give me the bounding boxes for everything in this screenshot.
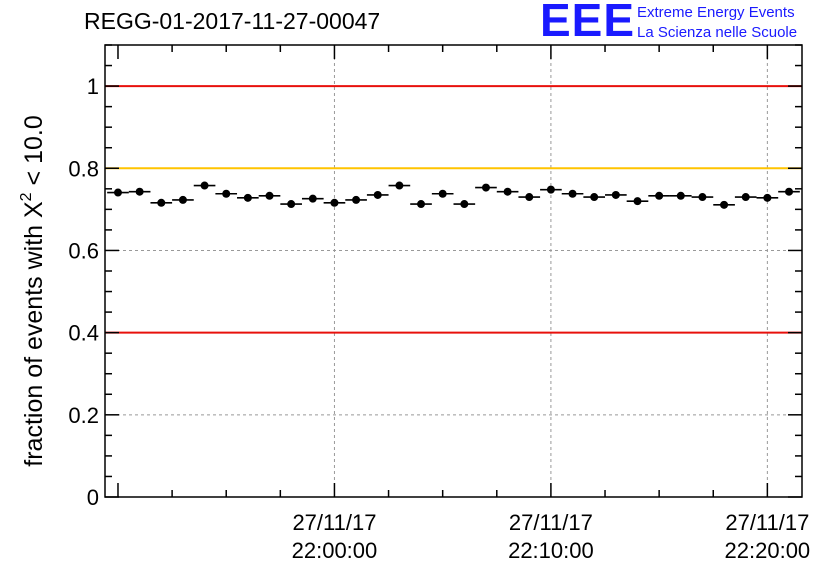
data-point [410, 200, 432, 209]
point-marker [676, 191, 685, 200]
point-marker [395, 181, 404, 190]
point-marker [200, 181, 209, 190]
data-point [583, 193, 606, 202]
point-marker [417, 200, 426, 209]
x-tick-label-time: 22:00:00 [292, 538, 378, 563]
data-point [431, 189, 454, 198]
point-marker [438, 189, 447, 198]
point-marker [178, 195, 187, 204]
data-points [107, 181, 800, 209]
point-marker [330, 198, 339, 207]
data-point [778, 187, 800, 196]
point-marker [546, 185, 555, 194]
point-marker [568, 189, 577, 198]
point-marker [525, 193, 534, 202]
y-axis-label-superscript: 2 [18, 192, 35, 201]
chart-title: REGG-01-2017-11-27-00047 [84, 8, 381, 34]
data-point [605, 190, 627, 199]
grid-lines [105, 45, 802, 497]
data-point [496, 187, 519, 196]
point-marker [763, 193, 772, 202]
y-tick-label: 1 [87, 74, 99, 99]
y-tick-label: 0.8 [68, 156, 99, 181]
y-tick-label: 0 [87, 485, 99, 510]
point-marker [373, 190, 382, 199]
point-marker [785, 187, 794, 196]
y-axis-label-symbol: X [20, 201, 48, 218]
point-marker [222, 189, 231, 198]
point-marker [135, 187, 144, 196]
eee-logo: EEE Extreme Energy Events La Scienza nel… [540, 0, 830, 46]
y-tick-label: 0.4 [68, 321, 99, 346]
data-point [691, 193, 714, 202]
data-point [301, 194, 324, 203]
logo-mark: EEE [540, 0, 636, 46]
data-point [669, 191, 692, 200]
data-point [734, 193, 757, 202]
point-marker [265, 191, 274, 200]
data-point [345, 195, 367, 204]
threshold-lines [105, 85, 802, 334]
data-point [561, 189, 584, 198]
data-point [518, 193, 541, 202]
point-marker [113, 188, 122, 197]
data-point [323, 198, 346, 207]
data-point [626, 197, 649, 206]
data-point [366, 190, 389, 199]
y-tick-label: 0.6 [68, 238, 99, 263]
y-tick-label: 0.2 [68, 403, 99, 428]
x-tick-label-date: 27/11/17 [509, 510, 593, 535]
data-point [756, 193, 779, 202]
data-point [128, 187, 151, 196]
point-marker [287, 200, 296, 209]
point-marker [157, 198, 166, 207]
point-marker [741, 193, 750, 202]
y-axis-label-suffix: < 10.0 [20, 115, 48, 192]
point-marker [503, 187, 512, 196]
x-tick-label-time: 22:10:00 [508, 538, 594, 563]
point-marker [720, 200, 729, 209]
point-marker [633, 197, 642, 206]
axes: 0 0.2 0.4 0.6 0.8 1 27/11/17 22:00:00 27/11/17 22… [68, 44, 811, 563]
data-point [258, 191, 281, 200]
y-axis-label: fraction of events with X2 < 10.0 [18, 115, 48, 466]
data-point [215, 189, 238, 198]
data-point [648, 191, 670, 200]
logo-text-line1: Extreme Energy Events [637, 4, 795, 21]
point-marker [460, 200, 469, 209]
point-marker [308, 194, 317, 203]
data-point [172, 195, 194, 204]
x-tick-label-date: 27/11/17 [292, 510, 376, 535]
point-marker [481, 183, 490, 192]
y-axis-label-prefix: fraction of events with [20, 218, 48, 467]
plot-frame [104, 44, 803, 498]
data-point [453, 200, 476, 209]
x-tick-label-time: 22:20:00 [725, 538, 811, 563]
data-point [280, 200, 302, 209]
x-tick-label-date: 27/11/17 [725, 510, 809, 535]
data-point [540, 185, 562, 194]
data-point [237, 193, 259, 202]
data-point [107, 188, 129, 197]
point-marker [698, 193, 707, 202]
point-marker [655, 191, 664, 200]
data-point [713, 200, 735, 209]
logo-text-line2: La Scienza nelle Scuole [637, 24, 798, 41]
point-marker [243, 193, 252, 202]
data-point [193, 181, 216, 190]
point-marker [611, 190, 620, 199]
point-marker [590, 193, 599, 202]
point-marker [352, 195, 361, 204]
data-point [388, 181, 411, 190]
data-point [150, 198, 173, 207]
data-point [475, 183, 497, 192]
